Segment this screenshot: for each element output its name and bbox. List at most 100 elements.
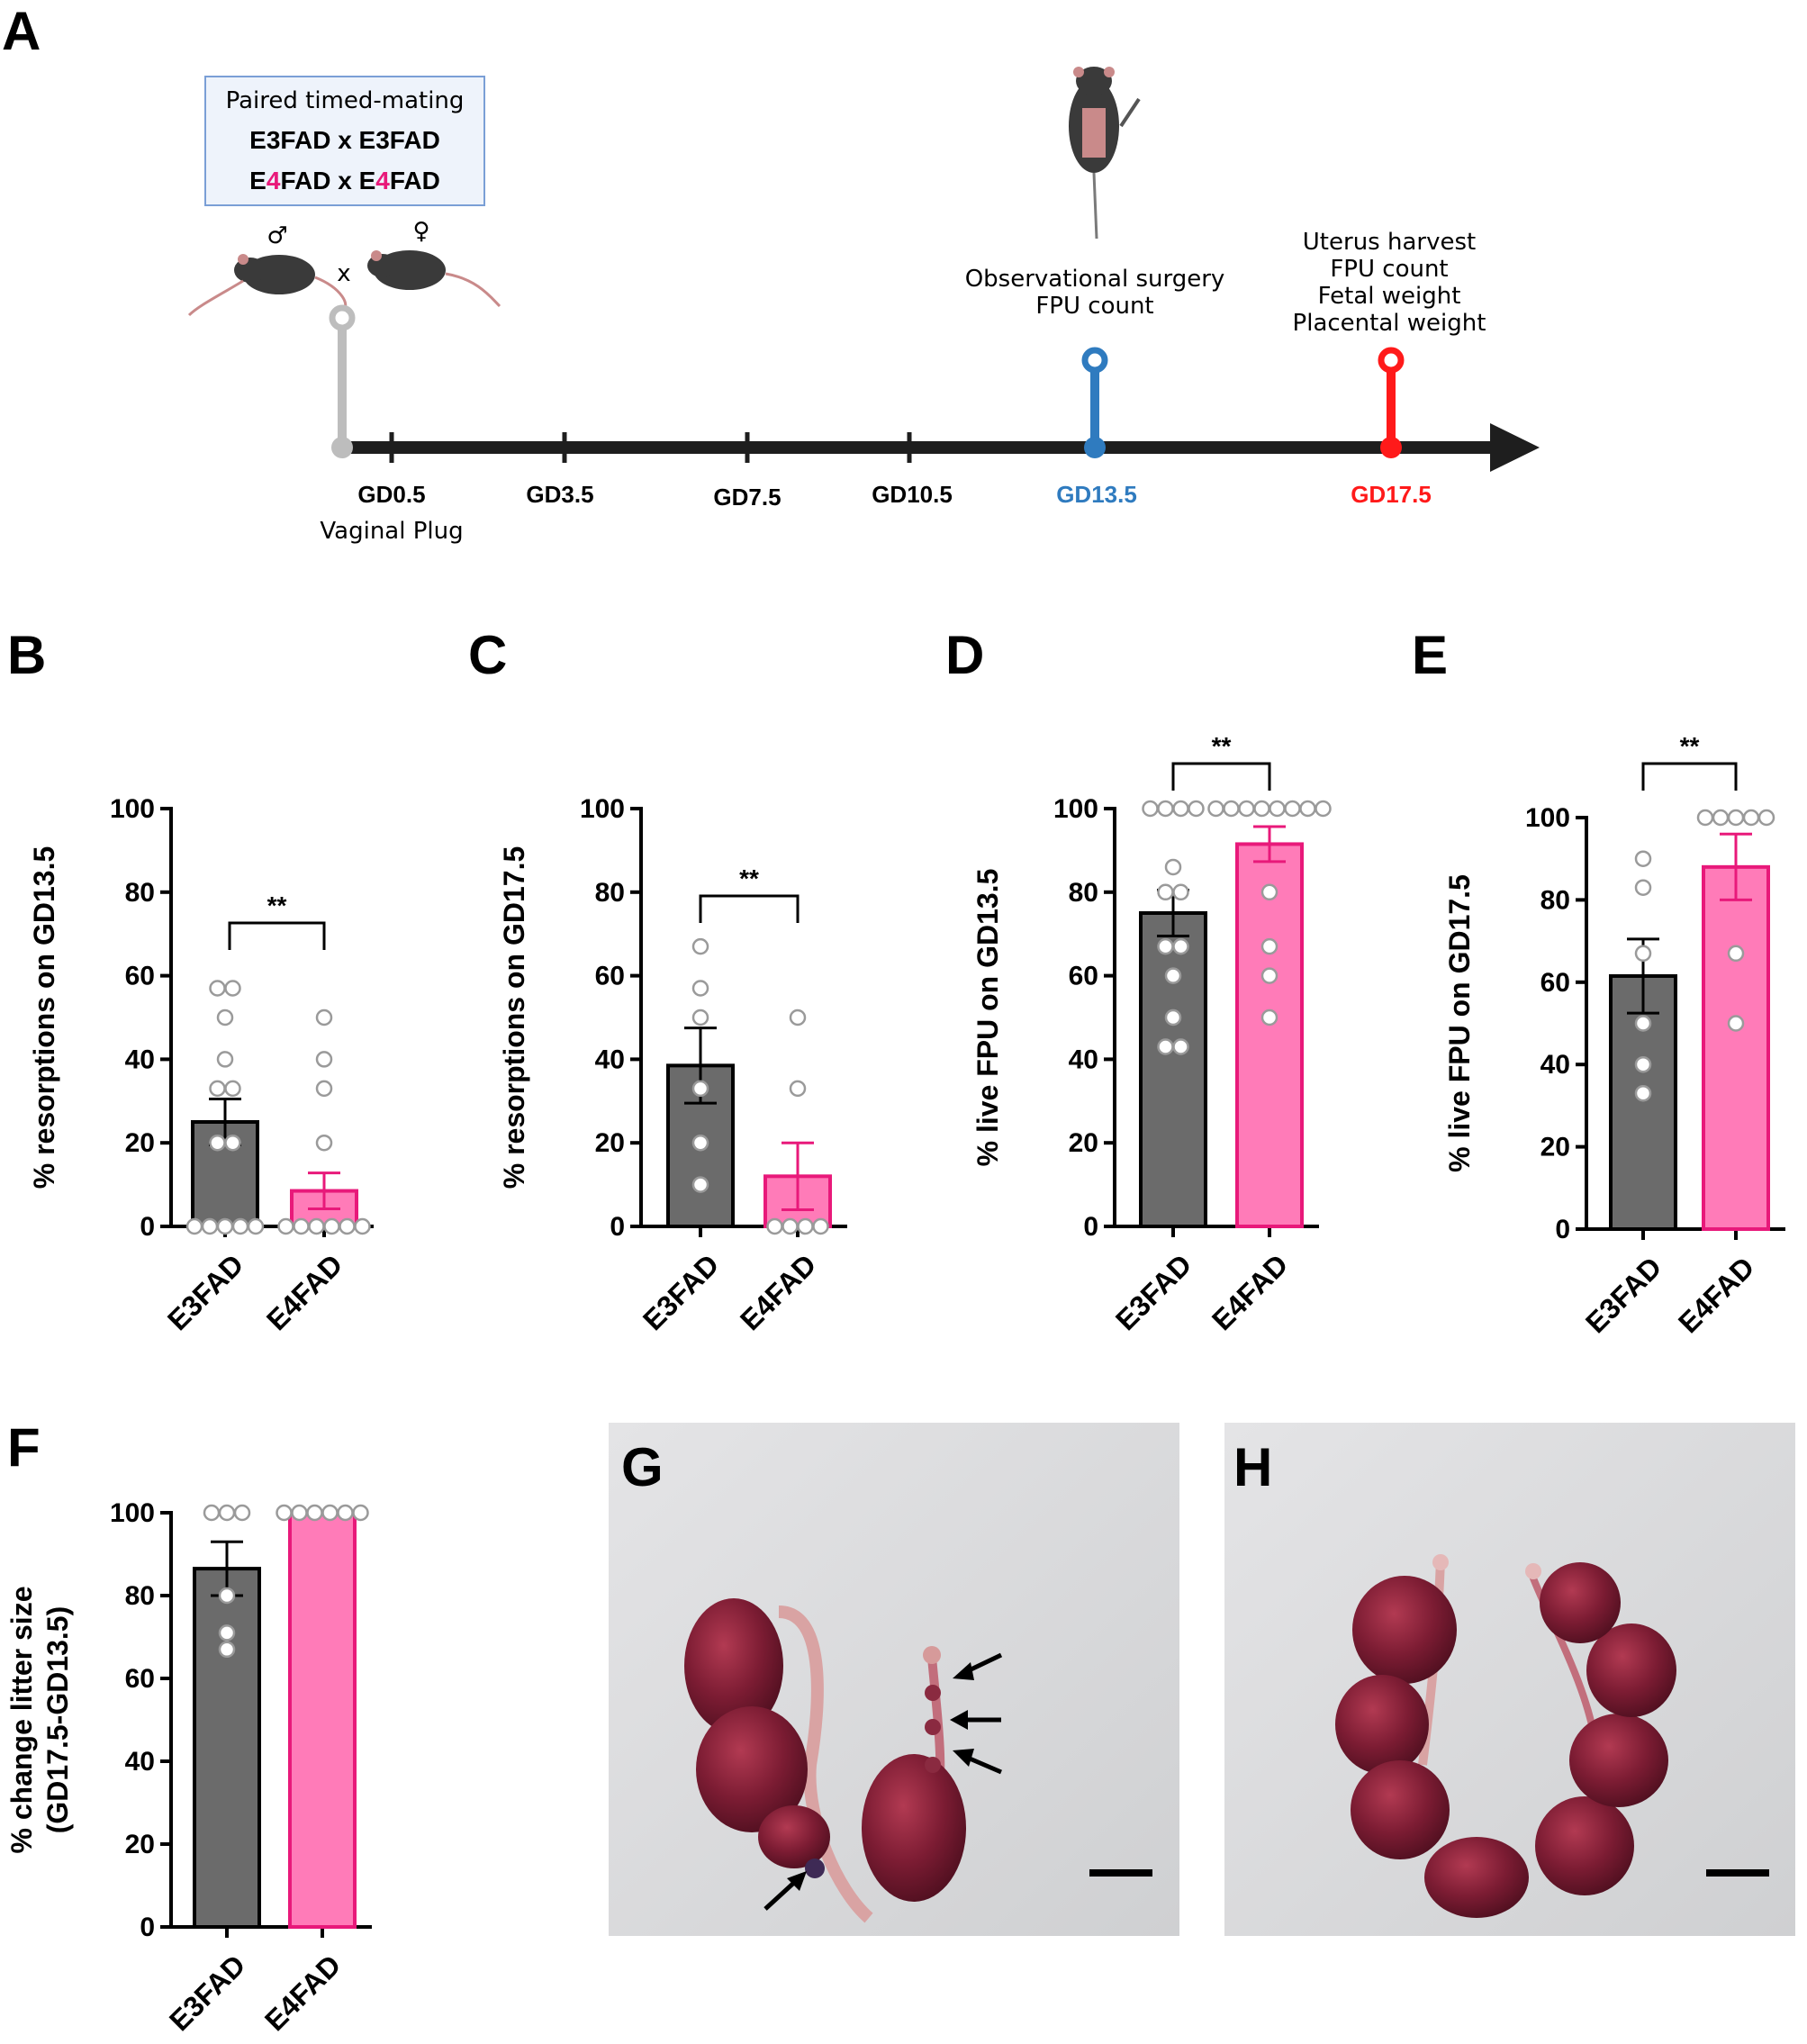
y-tick-label: 40 [125,1045,155,1074]
panel-letter-d: D [945,625,984,685]
category-label: E3FAD [163,1949,251,2037]
mating-box-frame [204,76,485,206]
data-point [291,1504,308,1522]
y-tick-label: 20 [1540,1133,1570,1162]
mating-pair-e3: E3FAD x E3FAD [249,126,440,154]
data-point [1315,800,1332,818]
panel-letter-g: G [621,1437,664,1497]
data-point [1299,800,1316,818]
y-tick-label: 100 [110,1498,155,1528]
data-point [203,1504,221,1522]
y-tick-label: 100 [1525,803,1570,833]
data-point [1223,800,1240,818]
data-point [315,1080,333,1098]
gd13-marker [1081,347,1108,458]
data-point [1164,1008,1182,1027]
bar-e4fad [1235,842,1304,1228]
y-tick-label: 80 [1069,878,1098,908]
data-point [1172,937,1189,955]
significance-bracket [228,921,326,950]
category-label: E3FAD [161,1248,249,1336]
mating-box: Paired timed-mating E3FAD x E3FAD E4FAD … [204,76,485,206]
category-label: E4FAD [258,1949,347,2037]
y-tick-label: 0 [610,1212,625,1242]
data-point [1634,879,1652,896]
data-point [1260,883,1278,901]
data-point [231,1217,249,1235]
data-point [201,1217,219,1235]
data-point [308,1217,325,1235]
uterus-h-image [1335,1554,1676,1918]
data-point [1742,809,1760,827]
data-point [209,1134,226,1152]
label-gd7-5: GD7.5 [713,484,781,511]
data-point [216,1051,234,1068]
data-point [276,1504,293,1522]
data-point [691,937,709,955]
y-tick-label: 40 [125,1747,155,1777]
data-point [354,1217,371,1235]
data-point [233,1504,251,1522]
data-point [1172,800,1189,818]
data-point [1269,800,1286,818]
data-point [1634,1084,1652,1102]
plug-marker [329,304,356,458]
label-gd10-5: GD10.5 [872,481,953,508]
data-point [1164,967,1182,984]
data-point [691,1008,709,1027]
panel-letter-e: E [1412,625,1448,685]
y-tick-label: 60 [1540,968,1570,998]
timeline-arrowhead [1490,423,1540,472]
significance-label: ** [267,891,287,919]
data-point [1157,883,1174,901]
panel-letter-c: C [468,625,507,685]
data-point [224,1080,241,1098]
harvest-label-line1: Uterus harvest [1303,229,1476,256]
data-point [1207,800,1224,818]
data-point [218,1587,236,1605]
data-point [766,1217,783,1235]
y-tick-label: 100 [580,794,625,824]
photo-h: H [1224,1423,1795,1936]
data-point [306,1504,323,1522]
significance-bracket [699,894,800,923]
male-symbol: ♂ [267,222,287,249]
label-gd17-5: GD17.5 [1351,481,1432,508]
label-gd3-5: GD3.5 [526,481,593,508]
category-label: E4FAD [1672,1251,1760,1339]
data-point [812,1217,829,1235]
arrow-icon [953,1749,1002,1775]
category-label: E3FAD [1579,1251,1667,1339]
data-point [337,1504,354,1522]
arrow-icon [953,1652,1003,1680]
category-label: E3FAD [637,1248,725,1336]
data-point [691,1134,709,1152]
panel-letter-b: B [7,625,46,685]
male-mouse-icon [187,254,348,317]
y-tick-label: 0 [140,1212,155,1242]
data-point [224,980,241,997]
y-axis-title: % live FPU on GD17.5 [1443,874,1476,1172]
data-point [1238,800,1255,818]
label-gd13-5: GD13.5 [1056,481,1137,508]
data-point [315,1134,333,1152]
data-point [1253,800,1270,818]
data-point [218,1504,236,1522]
y-tick-label: 100 [1053,794,1098,824]
y-tick-label: 20 [1069,1128,1098,1158]
data-point [782,1217,799,1235]
cross-symbol: x [337,260,350,287]
data-point [1260,937,1278,955]
y-tick-label: 60 [595,962,625,991]
y-tick-label: 80 [125,1581,155,1611]
bar-e4fad [288,1511,357,1929]
data-point [293,1217,310,1235]
data-point [352,1504,369,1522]
pair-e4-part: FAD [390,167,440,194]
data-point [218,1641,236,1659]
data-point [315,1051,333,1068]
significance-bracket [1641,762,1738,791]
data-point [216,1217,234,1235]
data-point [321,1504,339,1522]
y-tick-label: 80 [595,878,625,908]
